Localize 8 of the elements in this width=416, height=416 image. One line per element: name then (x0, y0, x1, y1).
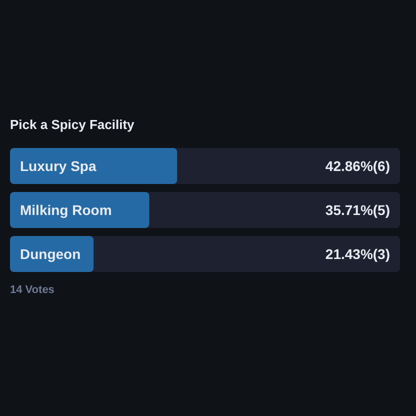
data-label: 35.71%(5) (325, 202, 390, 218)
y-tick-label: Dungeon (20, 246, 81, 262)
data-label: 21.43%(3) (325, 246, 390, 262)
y-tick-label: Milking Room (20, 202, 112, 218)
y-tick-label: Luxury Spa (20, 158, 96, 174)
data-label: 42.86%(6) (325, 158, 390, 174)
text: 14 Votes (10, 284, 54, 296)
chart-title: Pick a Spicy Facility (10, 117, 134, 132)
